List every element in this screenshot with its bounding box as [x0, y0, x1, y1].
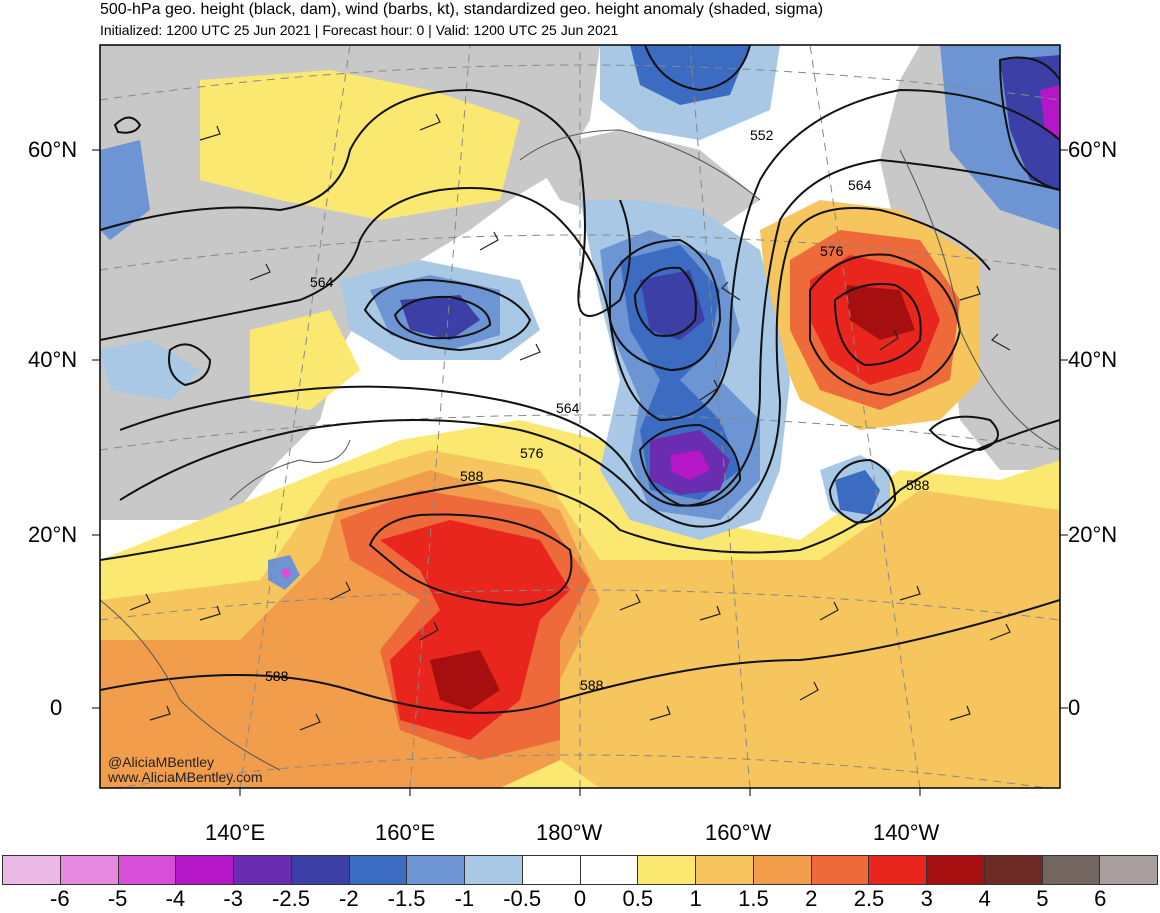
- map-title: 500-hPa geo. height (black, dam), wind (…: [100, 1, 824, 18]
- colorbar-swatch: [580, 856, 639, 884]
- wind-barbs: [129, 113, 1011, 731]
- colorbar-tick-label: 0.5: [622, 886, 654, 911]
- credit-handle: @AliciaMBentley: [108, 754, 215, 770]
- contour-label: 588: [460, 468, 484, 484]
- colorbar-tick-label: -1.5: [387, 886, 426, 911]
- graticule: [100, 45, 1060, 788]
- colorbar-swatch: [522, 856, 581, 884]
- colorbar-swatch: [176, 856, 234, 884]
- colorbar-tick-label: 4: [978, 886, 991, 911]
- credit-website: www.AliciaMBentley.com: [108, 769, 263, 785]
- contour-label: 564: [556, 400, 580, 416]
- colorbar-swatch: [696, 856, 754, 884]
- colorbar-tick-label: 5: [1036, 886, 1049, 911]
- colorbar-swatch: [638, 856, 696, 884]
- lon-label: 180°W: [536, 820, 603, 845]
- colorbar-swatch: [753, 856, 812, 884]
- colorbar-tick-label: -1: [454, 886, 475, 911]
- colorbar-swatch: [1042, 856, 1101, 884]
- colorbar-tick-label: 2: [805, 886, 818, 911]
- contour-label: 588: [265, 668, 289, 684]
- contour-label-group: 552 564 576 564 576 564 576 588 588 588 …: [265, 127, 930, 693]
- colorbar-swatch: [291, 856, 350, 884]
- lon-label: 160°W: [705, 820, 772, 845]
- colorbar-swatch: [869, 856, 927, 884]
- lat-label-right: 20°N: [1068, 522, 1118, 547]
- colorbar-swatch: [60, 856, 119, 884]
- lat-label-right: 0: [1068, 695, 1081, 720]
- contour-label: 576: [820, 243, 844, 259]
- colorbar-tick-label: -6: [50, 886, 70, 911]
- contour-label: 588: [580, 677, 604, 693]
- colorbar-tick-label: 1: [689, 886, 702, 911]
- lat-label-right: 40°N: [1068, 347, 1118, 372]
- lat-label-left: 60°N: [28, 137, 78, 162]
- lat-label-left: 40°N: [28, 347, 78, 372]
- colorbar-swatch: [465, 856, 523, 884]
- colorbar-tick-label: 0: [573, 886, 587, 911]
- colorbar-tick-label: -3: [223, 886, 243, 911]
- lat-label-left: 20°N: [28, 522, 78, 547]
- frame-ticks: [92, 149, 1068, 796]
- colorbar-tick-label: 1.5: [738, 886, 769, 911]
- colorbar-tick-label: -2.5: [272, 886, 310, 911]
- colorbar-tick-label: -2: [339, 886, 359, 911]
- coastlines: [100, 129, 1060, 771]
- colorbar-swatch: [349, 856, 408, 884]
- colorbar-tick-label: 6: [1094, 886, 1107, 911]
- contour-label: 588: [906, 477, 930, 493]
- colorbar-swatch: [811, 856, 870, 884]
- colorbar-swatch: [407, 856, 465, 884]
- colorbar-tick-label: 2.5: [853, 886, 885, 911]
- height-contours: [100, 45, 1060, 714]
- colorbar-swatch: [234, 856, 292, 884]
- lon-label: 140°E: [205, 820, 266, 845]
- contour-label: 576: [520, 445, 544, 461]
- colorbar-tick-label: 3: [920, 886, 933, 911]
- lon-label: 160°E: [375, 820, 436, 845]
- colorbar-tick-label: -5: [107, 886, 128, 911]
- colorbar-swatch: [1100, 856, 1157, 884]
- colorbar-swatch: [927, 856, 985, 884]
- map-subtitle: Initialized: 1200 UTC 25 Jun 2021 | Fore…: [100, 22, 619, 38]
- lat-label-left: 0: [50, 695, 63, 720]
- lat-label-right: 60°N: [1068, 137, 1118, 162]
- colorbar-swatch: [3, 856, 61, 884]
- colorbar-ticks: -6 -5 -4 -3 -2.5 -2 -1.5 -1 -0.5 0 0.5 1 1.5 2 2.5 3 4 5 6: [0, 886, 1160, 913]
- colorbar: [2, 855, 1158, 885]
- lon-label: 140°W: [873, 820, 940, 845]
- negative-anomalies: [100, 45, 1060, 590]
- colorbar-swatch: [984, 856, 1043, 884]
- contour-label: 564: [848, 177, 872, 193]
- colorbar-tick-label: -4: [165, 886, 186, 911]
- contour-label: 552: [750, 127, 774, 143]
- colorbar-tick-label: -0.5: [503, 886, 542, 911]
- contour-label: 564: [310, 274, 334, 290]
- colorbar-swatch: [118, 856, 177, 884]
